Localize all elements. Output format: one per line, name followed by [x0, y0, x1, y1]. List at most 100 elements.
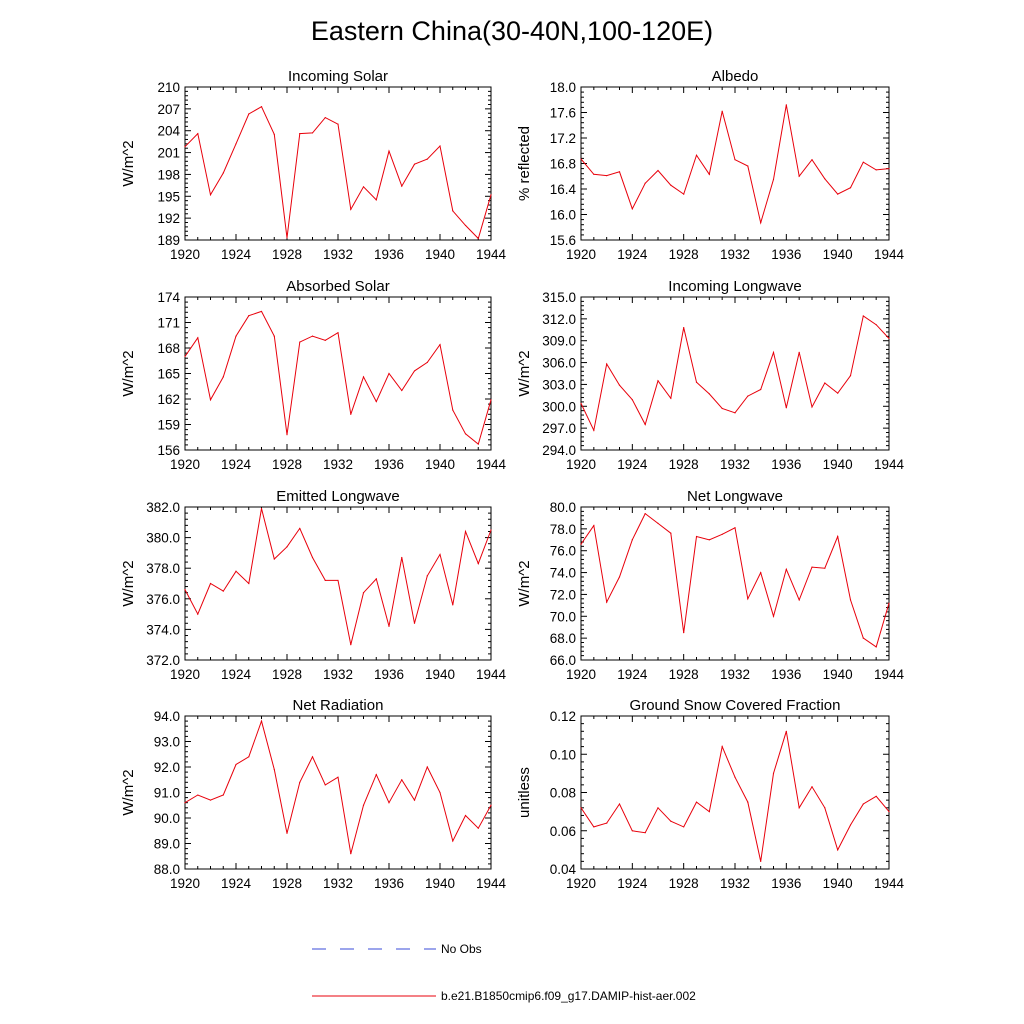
data-point [734, 412, 736, 414]
data-point [862, 637, 864, 639]
data-point [337, 776, 339, 778]
y-tick-label: 189 [157, 233, 180, 248]
x-tick-label: 1940 [823, 247, 853, 262]
x-tick-label: 1944 [874, 667, 905, 682]
y-axis-label: W/m^2 [120, 769, 137, 815]
x-tick-label: 1936 [771, 667, 801, 682]
series-line [184, 310, 492, 445]
data-point [439, 344, 441, 346]
data-point [222, 376, 224, 378]
x-tick-label: 1932 [720, 247, 750, 262]
data-point [426, 361, 428, 364]
x-tick-label: 1928 [272, 457, 302, 472]
x-tick-label: 1928 [272, 876, 302, 891]
data-point [631, 208, 633, 210]
data-point [657, 380, 659, 382]
y-tick-label: 303.0 [542, 377, 576, 392]
y-tick-label: 0.10 [550, 747, 576, 762]
data-point [286, 237, 288, 239]
data-point [426, 766, 428, 768]
y-tick-label: 94.0 [154, 709, 180, 724]
panel-title: Incoming Longwave [668, 278, 801, 295]
data-point [401, 185, 403, 187]
data-point [580, 543, 582, 545]
x-tick-label: 1928 [669, 876, 699, 891]
series-line [580, 731, 890, 862]
y-axis-label: W/m^2 [516, 560, 533, 606]
data-point [695, 154, 698, 156]
data-point [760, 388, 762, 391]
data-point [657, 807, 659, 809]
data-point [286, 434, 288, 436]
data-point [286, 546, 288, 548]
data-point [464, 433, 467, 435]
data-point [760, 222, 762, 224]
y-tick-label: 89.0 [154, 837, 180, 852]
y-tick-label: 16.4 [550, 182, 577, 197]
x-tick-label: 1924 [221, 667, 252, 682]
data-point [618, 803, 621, 805]
data-point [286, 832, 288, 834]
data-point [798, 175, 800, 177]
x-tick-label: 1924 [221, 876, 252, 891]
y-tick-label: 156 [157, 443, 180, 458]
x-tick-label: 1936 [374, 667, 404, 682]
x-tick-label: 1920 [170, 876, 200, 891]
y-axis-label: W/m^2 [516, 350, 533, 396]
y-tick-label: 372.0 [146, 653, 180, 668]
x-tick-label: 1928 [669, 457, 699, 472]
data-point [683, 193, 685, 195]
y-tick-label: 195 [157, 189, 180, 204]
data-point [490, 529, 492, 531]
data-point [350, 208, 352, 210]
data-point [273, 133, 275, 135]
data-point [375, 400, 377, 403]
y-tick-label: 70.0 [550, 609, 576, 624]
y-tick-label: 378.0 [146, 561, 180, 576]
data-point [235, 143, 237, 145]
y-tick-label: 198 [157, 167, 180, 182]
data-point [593, 524, 595, 527]
data-point [337, 332, 339, 334]
y-tick-label: 294.0 [542, 443, 576, 458]
y-tick-label: 16.8 [550, 157, 576, 172]
y-tick-label: 15.6 [550, 233, 576, 248]
data-point [837, 535, 839, 538]
legend-label-no-obs: No Obs [441, 942, 482, 956]
y-tick-label: 297.0 [542, 421, 576, 436]
y-tick-label: 315.0 [542, 290, 576, 305]
data-point [695, 381, 698, 383]
data-point [580, 402, 582, 404]
data-point [772, 772, 775, 774]
panel-title: Incoming Solar [288, 68, 388, 85]
series-line [580, 104, 890, 225]
y-tick-label: 210 [157, 80, 180, 95]
data-point [197, 613, 199, 615]
data-point [184, 355, 186, 358]
data-point [721, 533, 723, 535]
data-point [350, 853, 352, 855]
data-point [273, 768, 275, 771]
data-point [299, 341, 301, 343]
y-tick-label: 192 [157, 211, 180, 226]
x-tick-label: 1936 [771, 457, 801, 472]
data-point [875, 324, 877, 326]
y-tick-label: 76.0 [550, 544, 576, 559]
x-tick-label: 1932 [720, 876, 750, 891]
data-point [875, 169, 877, 171]
data-point [670, 820, 672, 822]
data-point [413, 370, 416, 372]
y-tick-label: 80.0 [550, 500, 576, 515]
data-point [721, 110, 723, 112]
x-tick-label: 1932 [323, 247, 353, 262]
data-point [260, 720, 263, 722]
data-point [606, 822, 608, 824]
y-tick-label: 159 [157, 418, 180, 433]
panel-8: Ground Snow Covered Fraction unitless 1920… [516, 697, 905, 891]
y-tick-label: 376.0 [146, 592, 180, 607]
data-point [837, 193, 839, 195]
data-point [631, 539, 633, 541]
data-point [388, 150, 390, 152]
data-point [657, 522, 659, 524]
data-point [273, 335, 275, 337]
